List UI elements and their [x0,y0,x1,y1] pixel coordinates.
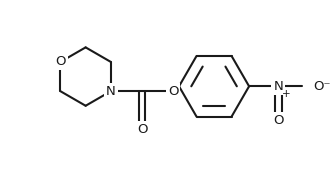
Text: O⁻: O⁻ [313,80,331,93]
Text: O: O [168,85,178,98]
Text: N: N [273,80,283,93]
Text: +: + [282,89,290,99]
Text: O: O [55,55,66,68]
Text: N: N [106,85,116,98]
Text: O: O [137,123,147,136]
Text: O: O [273,114,284,127]
